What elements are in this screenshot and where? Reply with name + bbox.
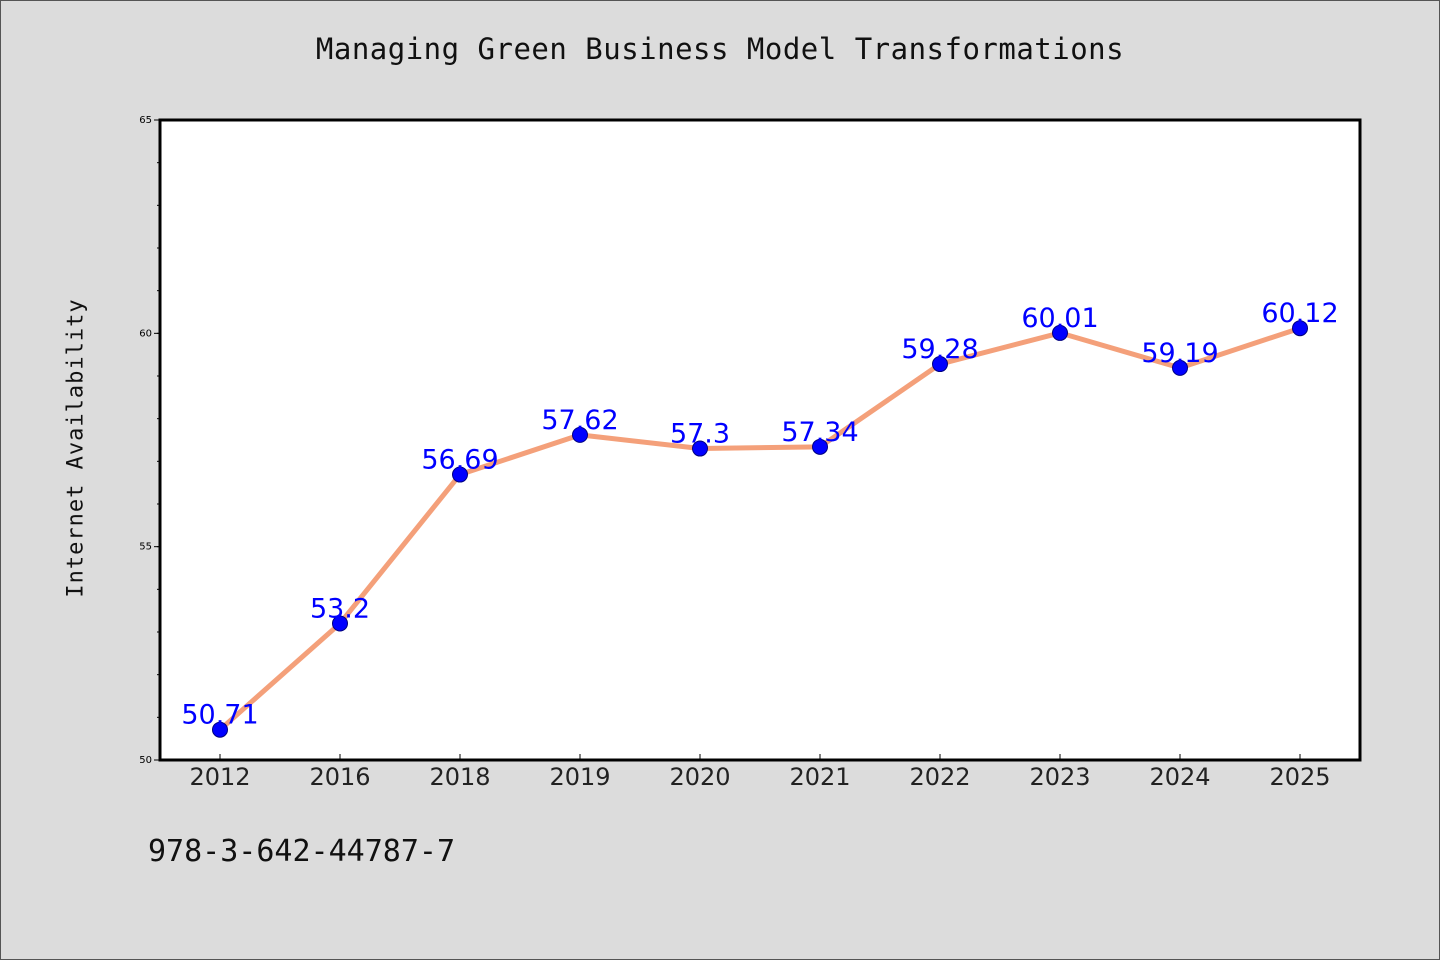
data-label: 60.01: [1021, 303, 1098, 334]
data-label: 53.2: [310, 593, 370, 624]
y-tick-label: 50: [139, 755, 152, 766]
data-label: 57.62: [541, 405, 618, 436]
data-point: [1292, 320, 1308, 337]
chart-title: Managing Green Business Model Transforma…: [315, 32, 1125, 66]
data-point: [812, 438, 828, 455]
data-label: 60.12: [1261, 298, 1338, 329]
series-line: [217, 325, 1303, 733]
data-label: 57.34: [781, 417, 858, 448]
y-tick-label: 60: [139, 328, 152, 339]
data-point: [572, 426, 588, 443]
y-tick-label: 55: [139, 542, 152, 553]
data-point: [212, 721, 228, 738]
data-point: [452, 466, 468, 483]
data-labels: 50.71 53.2 56.69 57.62 57.3 57.34 59.28 60.01 59…: [181, 298, 1338, 730]
data-point: [332, 615, 348, 632]
data-point: [692, 440, 708, 457]
plot-area: [158, 118, 1362, 762]
x-tick-label: 2018: [429, 763, 490, 791]
x-tick-label: 2025: [1269, 763, 1330, 791]
data-label: 56.69: [421, 445, 498, 476]
y-tick-label: 65: [139, 115, 152, 126]
x-tick-label: 2023: [1029, 763, 1090, 791]
data-point: [1172, 359, 1188, 376]
data-label: 59.28: [901, 334, 978, 365]
x-tick-label: 2019: [549, 763, 610, 791]
data-point: [932, 356, 948, 373]
isbn-label: 978-3-642-44787-7: [148, 834, 456, 869]
x-tick-label: 2016: [309, 763, 370, 791]
data-markers: [212, 320, 1308, 738]
x-tick-label: 2022: [909, 763, 970, 791]
x-tick-label: 2024: [1149, 763, 1210, 791]
x-tick-label: 2021: [789, 763, 850, 791]
data-point: [1052, 324, 1068, 341]
x-axis-ticks: 2012 2016 2018 2019 2020 2021 2022 2023 2024 2025: [189, 754, 1331, 791]
data-label: 50.71: [181, 700, 258, 731]
data-label: 59.19: [1141, 338, 1218, 369]
x-tick-label: 2012: [189, 763, 250, 791]
y-axis-ticks: 50 55 60 65: [139, 115, 160, 766]
x-tick-label: 2020: [669, 763, 730, 791]
data-label: 57.3: [670, 419, 730, 450]
